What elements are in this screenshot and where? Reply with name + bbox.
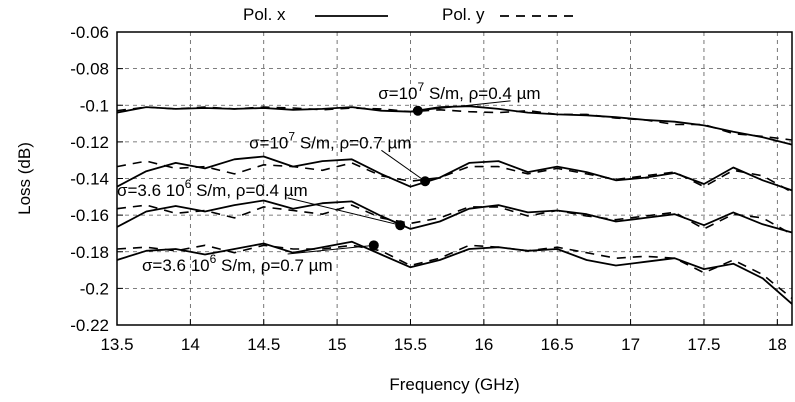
y-tick-label: -0.06 — [70, 23, 109, 42]
annotation-main: σ=3.6 10 — [142, 256, 210, 275]
y-tick-label: -0.1 — [80, 96, 109, 115]
annotation-marker — [395, 220, 406, 231]
annotation-leader — [417, 100, 511, 112]
y-tick-label: -0.16 — [70, 206, 109, 225]
annotation-main: σ=3.6 10 — [117, 181, 185, 200]
x-tick-label: 17.5 — [687, 335, 720, 354]
annotation-leader — [287, 197, 401, 226]
x-tick-label: 18 — [768, 335, 787, 354]
annotation-exponent: 7 — [288, 129, 295, 143]
annotation-exponent: 6 — [185, 177, 192, 191]
annotation-rest: S/m, ρ=0.4 µm — [424, 84, 540, 103]
series-line-pol-x-group-3 — [116, 199, 793, 234]
series-line-pol-y-group-3 — [116, 204, 793, 236]
x-tick-label: 14 — [181, 335, 200, 354]
annotation-rest: S/m, ρ=0.7 µm — [216, 256, 332, 275]
series-line-pol-y-group-2 — [116, 160, 793, 193]
legend-label-pol-y: Pol. y — [442, 5, 485, 24]
series-line-pol-y-group-4 — [116, 244, 793, 300]
x-tick-label: 14.5 — [247, 335, 280, 354]
legend-label-pol-x: Pol. x — [243, 5, 286, 24]
annotation-label-group-4: σ=3.6 106 S/m, ρ=0.7 µm — [142, 252, 333, 275]
annotation-main: σ=10 — [378, 84, 417, 103]
annotation-rest: S/m, ρ=0.7 µm — [295, 133, 411, 152]
x-tick-label: 16 — [474, 335, 493, 354]
annotation-exponent: 7 — [418, 80, 425, 94]
annotation-main: σ=10 — [249, 133, 288, 152]
annotation-exponent: 6 — [210, 252, 217, 266]
annotation-leader — [381, 149, 426, 182]
x-axis-label: Frequency (GHz) — [389, 375, 519, 394]
annotation-leader — [287, 244, 374, 255]
y-tick-label: -0.18 — [70, 243, 109, 262]
y-tick-label: -0.22 — [70, 316, 109, 335]
annotation-marker — [420, 176, 431, 187]
x-tick-label: 16.5 — [541, 335, 574, 354]
y-tick-label: -0.2 — [80, 279, 109, 298]
y-tick-label: -0.08 — [70, 60, 109, 79]
series-line-pol-x-group-4 — [116, 240, 793, 305]
axis-ticks: 13.5 14 14.5 15 15.5 16 16.5 17 17.5 18 -0.06 -0.08… — [70, 23, 787, 354]
annotation-label-group-3: σ=3.6 106 S/m, ρ=0.4 µm — [117, 177, 308, 200]
annotation-label-group-1: σ=107 S/m, ρ=0.4 µm — [378, 80, 540, 103]
series-line-pol-x-group-1 — [116, 105, 793, 146]
y-axis-label: Loss (dB) — [15, 142, 34, 215]
annotation-layer: σ=107 S/m, ρ=0.4 µmσ=107 S/m, ρ=0.7 µmσ=… — [117, 80, 541, 275]
annotation-marker — [412, 105, 423, 116]
y-tick-label: -0.12 — [70, 133, 109, 152]
x-tick-label: 15 — [328, 335, 347, 354]
series-line-pol-y-group-1 — [116, 106, 793, 141]
annotation-rest: S/m, ρ=0.4 µm — [191, 181, 307, 200]
y-tick-label: -0.14 — [70, 170, 109, 189]
annotation-label-group-2: σ=107 S/m, ρ=0.7 µm — [249, 129, 411, 152]
legend: Pol. x Pol. y — [243, 5, 573, 24]
annotation-marker — [368, 240, 379, 251]
x-tick-label: 17 — [621, 335, 640, 354]
x-tick-label: 13.5 — [100, 335, 133, 354]
x-tick-label: 15.5 — [394, 335, 427, 354]
